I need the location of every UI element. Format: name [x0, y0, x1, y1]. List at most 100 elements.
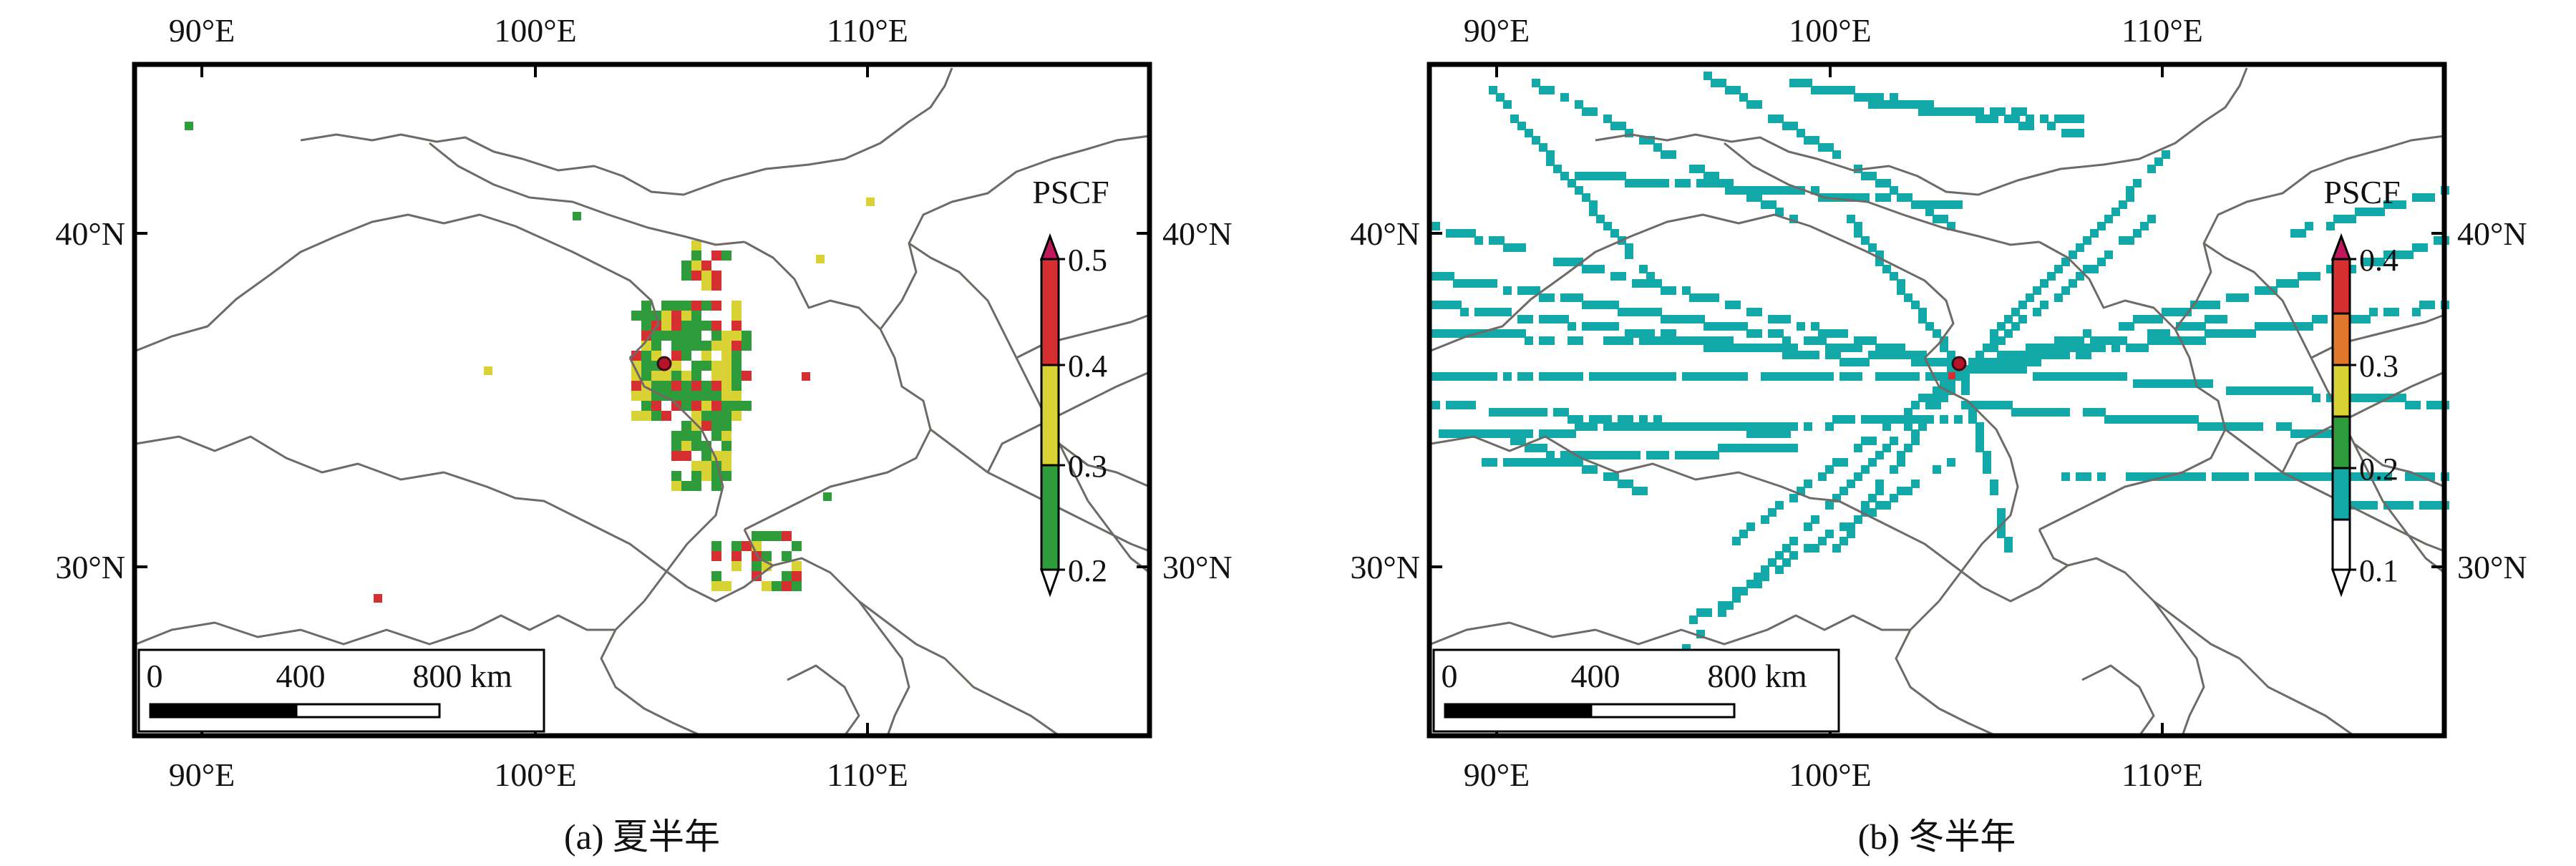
pscf-cell	[1668, 336, 1676, 345]
pscf-cell	[1825, 143, 1834, 152]
pscf-cell	[1596, 265, 1605, 273]
pscf-cell	[1789, 351, 1798, 359]
pscf-cell	[2097, 408, 2106, 417]
pscf-cell	[1525, 336, 1533, 345]
pscf-cell	[1811, 336, 1819, 345]
pscf-cell	[1453, 429, 1462, 438]
pscf-cell	[701, 391, 711, 401]
pscf-cell	[1890, 344, 1898, 352]
pscf-cell	[1732, 587, 1741, 595]
pscf-cell	[2140, 222, 2149, 230]
pscf-cell	[1725, 86, 1734, 94]
pscf-cell	[1825, 351, 1834, 359]
pscf-cell	[2126, 193, 2134, 202]
pscf-cell	[661, 301, 671, 311]
pscf-cell	[1940, 379, 1948, 388]
pscf-cell	[1589, 265, 1598, 273]
pscf-cell	[1532, 458, 1540, 467]
pscf-cell	[1696, 179, 1705, 188]
pscf-cell	[1596, 301, 1605, 309]
pscf-cell	[1847, 480, 1855, 488]
pscf-cell	[2011, 107, 2020, 116]
pscf-cell	[1761, 444, 1769, 452]
pscf-cell	[1825, 372, 1834, 381]
pscf-cell	[2169, 308, 2177, 316]
pscf-cell	[671, 371, 681, 381]
pscf-cell	[1839, 329, 1848, 338]
pscf-cell	[1517, 458, 1526, 467]
pscf-cell	[721, 351, 732, 361]
lat-ticks-right: 40°N 30°N	[2431, 215, 2527, 585]
pscf-cell	[2011, 351, 2020, 359]
colorbar-tick: 0.2	[2359, 452, 2398, 487]
pscf-cell	[1918, 415, 1927, 424]
pscf-cell	[1668, 150, 1676, 159]
pscf-cell	[691, 381, 701, 391]
pscf-cell	[1446, 272, 1454, 281]
pscf-cell	[2061, 351, 2070, 359]
pscf-cell	[1897, 344, 1905, 352]
pscf-cell	[1603, 372, 1612, 381]
pscf-cell	[2040, 372, 2048, 381]
pscf-cell	[1875, 100, 1884, 109]
pscf-cell	[1646, 422, 1655, 431]
pscf-cell	[1711, 344, 1719, 352]
pscf-cell	[2369, 258, 2378, 266]
pscf-cell	[1875, 372, 1884, 381]
pscf-cell	[782, 551, 792, 561]
pscf-cell	[1560, 372, 1569, 381]
pscf-cell	[2219, 315, 2227, 323]
pscf-cell	[2305, 222, 2313, 230]
pscf-cell	[2119, 415, 2127, 424]
pscf-cell	[1703, 336, 1712, 345]
pscf-cell	[1718, 344, 1726, 352]
pscf-cell	[2126, 415, 2134, 424]
pscf-cell	[1890, 93, 1898, 102]
pscf-cell	[1675, 315, 1683, 323]
pscf-cell	[1718, 79, 1726, 87]
pscf-cell	[701, 301, 711, 311]
pscf-cell	[1754, 573, 1762, 581]
pscf-cell	[1875, 344, 1884, 352]
pscf-cell	[2004, 401, 2013, 409]
pscf-cell	[1911, 415, 1920, 424]
lat-ticks-left: 40°N 30°N	[55, 215, 147, 585]
pscf-cell	[782, 571, 792, 581]
pscf-cell	[1875, 487, 1884, 495]
pscf-cell	[1575, 458, 1583, 467]
pscf-cell	[2018, 351, 2027, 359]
pscf-cell	[1775, 115, 1784, 123]
pscf-cell	[2290, 229, 2299, 238]
pscf-cell	[1990, 107, 1998, 116]
pscf-cell	[1589, 107, 1598, 116]
pscf-cell	[1618, 308, 1626, 316]
pscf-cell	[1568, 336, 1576, 345]
pscf-cell	[1553, 258, 1562, 266]
lat-ticks-left: 40°N 30°N	[1350, 215, 1442, 585]
province-boundaries	[135, 67, 1150, 737]
pscf-cell	[2083, 408, 2091, 417]
pscf-cell	[1589, 322, 1598, 331]
pscf-cell	[1467, 372, 1476, 381]
pscf-cell	[2305, 272, 2313, 281]
pscf-cell	[2083, 265, 2091, 273]
pscf-cell	[1997, 508, 2006, 517]
pscf-cell	[1761, 515, 1769, 524]
lat-tick-label: 30°N	[2457, 549, 2527, 585]
pscf-cell	[2061, 344, 2070, 352]
pscf-cell	[721, 381, 732, 391]
pscf-cell	[1603, 451, 1612, 459]
pscf-cell	[1546, 451, 1555, 459]
pscf-cell	[1582, 193, 1590, 202]
pscf-cell	[1739, 422, 1748, 431]
pscf-cell	[2369, 394, 2378, 402]
pscf-cell	[742, 331, 752, 341]
pscf-cell	[1668, 315, 1676, 323]
pscf-cell	[1489, 279, 1497, 288]
pscf-cell	[1839, 522, 1848, 531]
pscf-cell	[2398, 250, 2406, 259]
pscf-cell	[1525, 408, 1533, 417]
pscf-cell	[1918, 308, 1927, 316]
pscf-cell	[1582, 322, 1590, 331]
pscf-cell	[2212, 315, 2220, 323]
